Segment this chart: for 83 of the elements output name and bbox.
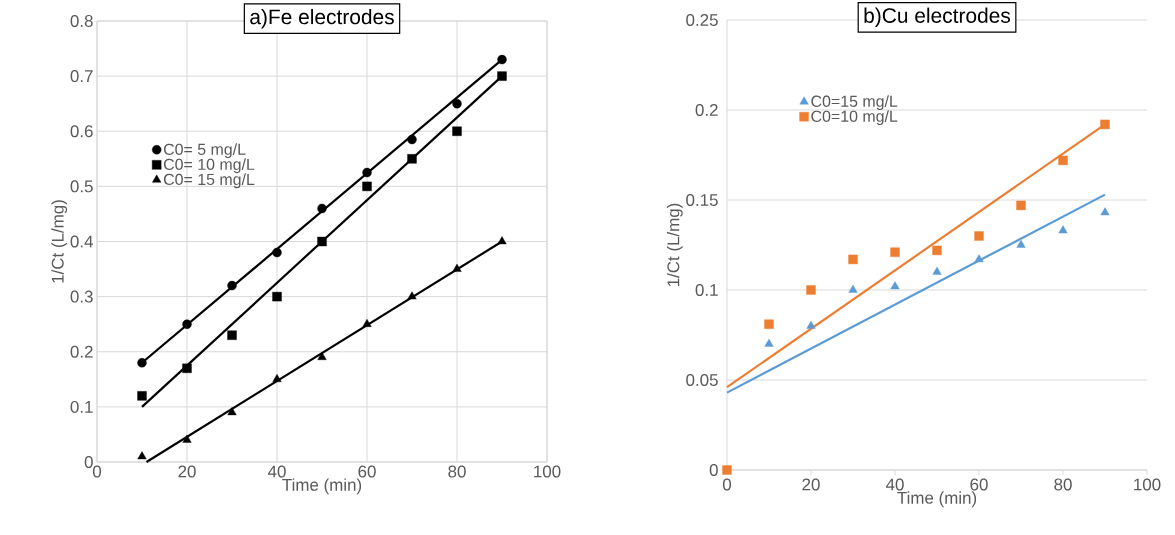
y-tick-label: 0.3 bbox=[70, 290, 93, 303]
point bbox=[137, 358, 147, 368]
y-tick-label: 0.25 bbox=[686, 14, 718, 26]
x-tick-label: 100 bbox=[1134, 478, 1161, 491]
y-axis-title: 1/Ct (L/mg) bbox=[51, 200, 68, 283]
x-tick-label: 60 bbox=[970, 478, 988, 491]
point bbox=[497, 54, 507, 65]
point bbox=[227, 280, 237, 291]
y-tick-label: 0.1 bbox=[695, 284, 718, 296]
point bbox=[452, 263, 462, 272]
y-tick-label: 0.2 bbox=[70, 345, 93, 358]
point bbox=[890, 247, 900, 257]
point bbox=[974, 231, 984, 241]
x-tick-label: 60 bbox=[358, 465, 376, 478]
legend-label: C0= 15 mg/L bbox=[163, 173, 255, 189]
point bbox=[497, 236, 507, 245]
x-tick-label: 40 bbox=[885, 478, 904, 491]
legend-label: C0=10 mg/L bbox=[811, 110, 898, 126]
x-tick-label: 40 bbox=[267, 465, 286, 478]
point bbox=[227, 407, 237, 416]
point bbox=[182, 434, 192, 443]
point bbox=[890, 281, 900, 290]
point bbox=[317, 352, 327, 360]
x-tick-label: 0 bbox=[722, 478, 732, 491]
point bbox=[227, 330, 237, 340]
y-tick-label: 0.8 bbox=[70, 15, 93, 27]
point bbox=[974, 254, 984, 263]
point bbox=[272, 291, 282, 302]
point bbox=[182, 363, 192, 373]
y-tick-label: 0.05 bbox=[686, 374, 718, 386]
x-axis-title: Time (min) bbox=[282, 478, 362, 495]
point bbox=[764, 319, 774, 329]
y-axis-title: 1/Ct (L/mg) bbox=[666, 203, 683, 287]
point bbox=[764, 338, 774, 347]
point bbox=[272, 247, 282, 258]
x-axis-title: Time (min) bbox=[897, 491, 977, 508]
x-tick-label: 80 bbox=[448, 465, 466, 478]
point bbox=[1058, 225, 1068, 234]
point bbox=[362, 181, 372, 192]
point bbox=[362, 167, 372, 178]
point bbox=[407, 291, 417, 300]
x-tick-label: 80 bbox=[1054, 478, 1072, 491]
chart-title: b)Cu electrodes bbox=[864, 7, 1011, 28]
y-tick-label: 0.5 bbox=[70, 180, 93, 193]
y-tick-label: 0.7 bbox=[70, 70, 93, 83]
y-tick-label: 0.15 bbox=[686, 194, 718, 206]
point bbox=[137, 451, 147, 460]
point bbox=[1016, 239, 1026, 248]
point bbox=[848, 254, 858, 265]
point bbox=[806, 285, 816, 295]
point bbox=[1058, 155, 1068, 166]
x-tick-label: 100 bbox=[534, 465, 561, 478]
point bbox=[722, 465, 732, 475]
y-tick-label: 0.6 bbox=[70, 125, 93, 138]
y-tick-label: 0.4 bbox=[70, 235, 93, 248]
y-tick-label: 0.2 bbox=[695, 104, 718, 116]
point bbox=[317, 203, 327, 214]
point bbox=[182, 319, 192, 329]
legend-label: C0=15 mg/L bbox=[811, 95, 898, 111]
x-tick-label: 0 bbox=[92, 465, 102, 478]
y-tick-label: 0.1 bbox=[70, 400, 93, 413]
point bbox=[362, 319, 372, 327]
point bbox=[932, 266, 942, 275]
point bbox=[806, 320, 816, 329]
y-tick-label: 0 bbox=[84, 456, 93, 468]
point bbox=[1100, 119, 1110, 130]
point bbox=[137, 391, 147, 401]
point bbox=[848, 284, 858, 293]
point bbox=[497, 71, 507, 81]
point bbox=[932, 245, 942, 256]
point bbox=[317, 236, 327, 247]
legend-label: C0= 10 mg/L bbox=[163, 158, 255, 174]
x-tick-label: 20 bbox=[802, 478, 820, 491]
chart-title: a)Fe electrodes bbox=[250, 8, 394, 29]
point bbox=[452, 126, 462, 136]
point bbox=[452, 99, 462, 109]
point bbox=[407, 134, 417, 145]
point bbox=[1100, 207, 1110, 216]
point bbox=[407, 154, 417, 164]
x-tick-label: 20 bbox=[178, 465, 196, 478]
point bbox=[1016, 200, 1026, 211]
legend-label: C0= 5 mg/L bbox=[163, 143, 246, 159]
point bbox=[272, 374, 282, 382]
